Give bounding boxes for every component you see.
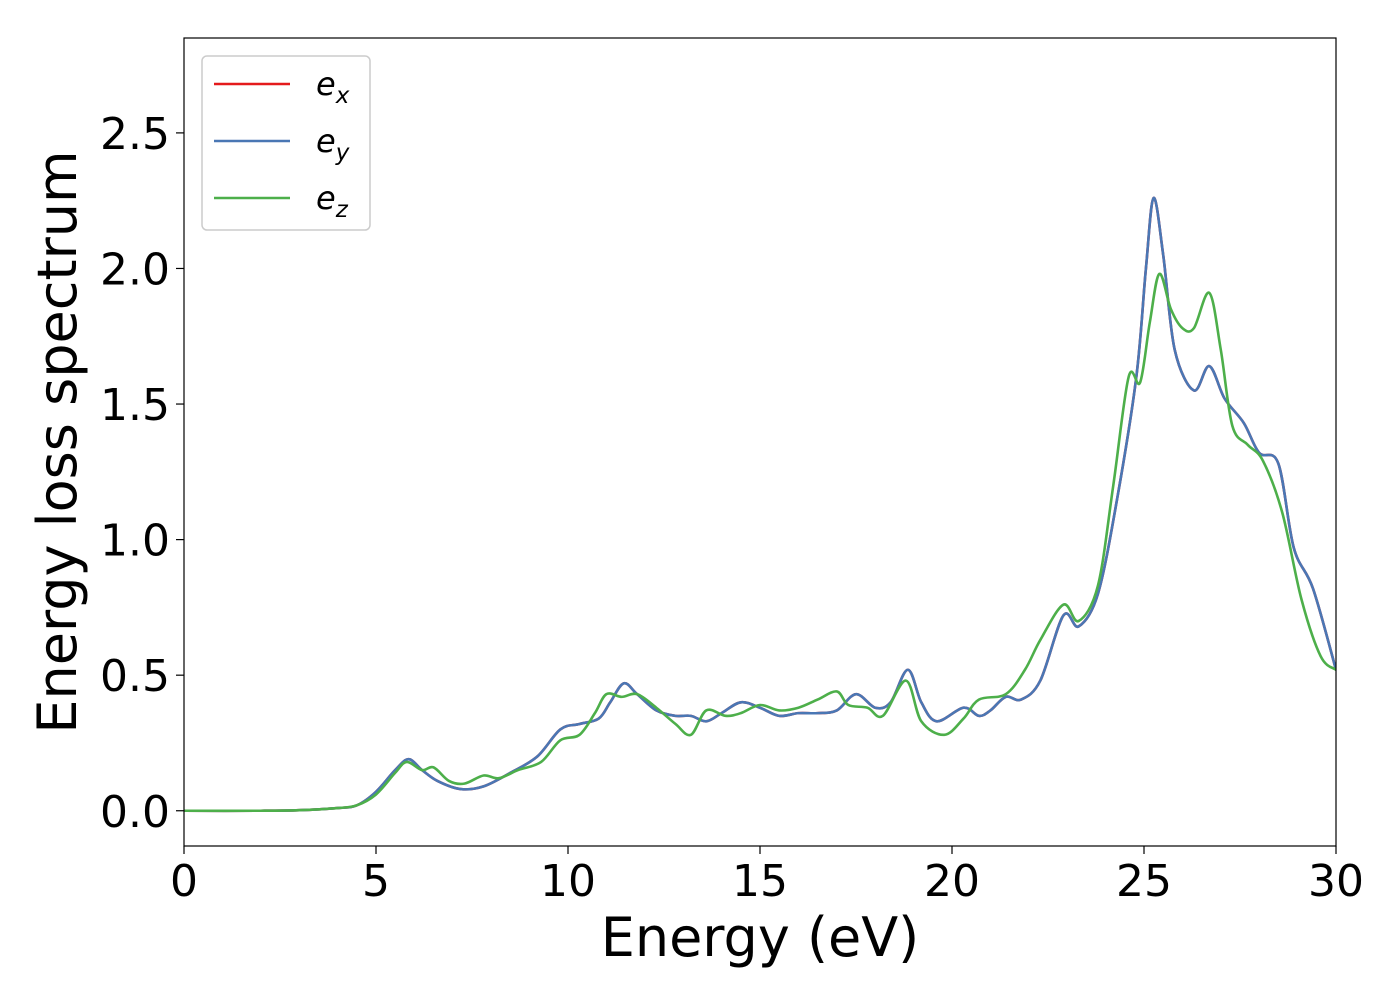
x-tick-label: 20 [924, 856, 980, 907]
y-tick-label: 0.0 [100, 787, 170, 838]
x-tick-label: 0 [170, 856, 198, 907]
series-line-ey [184, 196, 1336, 813]
x-tick-label: 5 [362, 856, 390, 907]
x-tick-label: 15 [732, 856, 788, 907]
x-tick-label: 30 [1308, 856, 1364, 907]
x-axis: 0 5 10 15 20 25 30 [170, 846, 1364, 907]
series-layer [184, 196, 1336, 813]
y-axis: 0.0 0.5 1.0 1.5 2.0 2.5 [100, 109, 184, 838]
series-line-ez [184, 272, 1336, 813]
y-axis-label: Energy loss spectrum [26, 150, 89, 733]
x-tick-label: 10 [540, 856, 596, 907]
y-tick-label: 1.0 [100, 516, 170, 567]
x-axis-label: Energy (eV) [601, 906, 920, 969]
legend-box [201, 55, 371, 231]
y-tick-label: 2.5 [100, 109, 170, 160]
x-tick-label: 25 [1116, 856, 1172, 907]
y-tick-label: 0.5 [100, 651, 170, 702]
y-tick-label: 2.0 [100, 244, 170, 295]
y-tick-label: 1.5 [100, 380, 170, 431]
